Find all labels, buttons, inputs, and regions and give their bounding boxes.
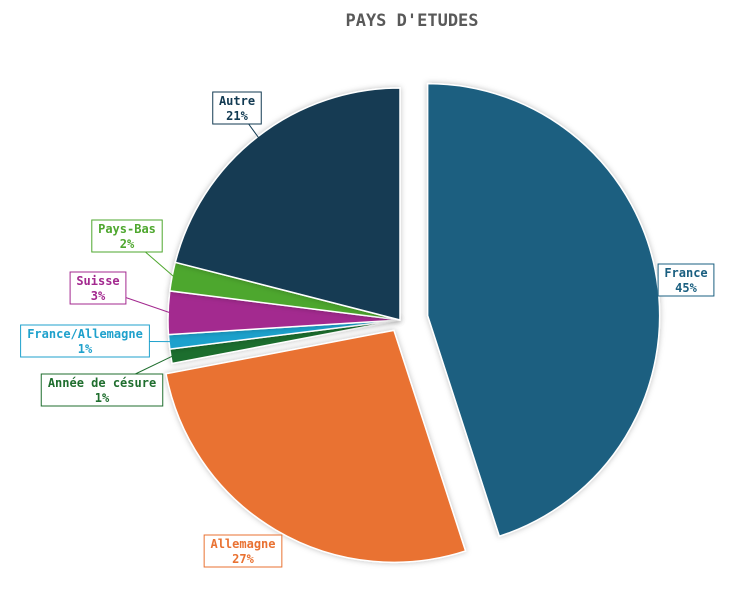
chart-title: PAYS D'ETUDES	[345, 11, 478, 31]
slice-france	[426, 82, 661, 538]
slice-label-name: Pays-Bas	[98, 222, 156, 236]
slice-label-value: 2%	[120, 237, 135, 251]
pie-slices	[165, 82, 661, 564]
label-box	[91, 219, 163, 253]
slice-allemagne	[165, 329, 467, 564]
slice-label-value: 45%	[675, 281, 697, 295]
slice-label-name: France/Allemagne	[27, 327, 143, 341]
slice-label-name: Année de césure	[48, 376, 156, 390]
slice-label-name: Autre	[219, 94, 255, 108]
label-box	[20, 324, 150, 358]
slice-label-value: 3%	[91, 289, 106, 303]
slice-label-name: Allemagne	[210, 537, 275, 551]
slice-label-value: 21%	[226, 109, 248, 123]
leader-pays-bas	[145, 251, 175, 278]
label-box	[657, 263, 715, 297]
label-box	[40, 373, 164, 407]
slice-label-value: 1%	[78, 342, 93, 356]
label-box	[69, 271, 127, 305]
leader-suisse	[125, 297, 171, 314]
leader-lines	[125, 123, 260, 375]
slice-label-value: 1%	[95, 391, 110, 405]
slice-label-name: Suisse	[76, 274, 119, 288]
label-box	[212, 91, 262, 125]
slice-label-value: 27%	[232, 552, 254, 566]
label-box	[203, 534, 283, 568]
leader-autre	[248, 123, 260, 139]
slice-label-name: France	[664, 266, 707, 280]
leader-annee-de-cesure	[135, 355, 174, 375]
